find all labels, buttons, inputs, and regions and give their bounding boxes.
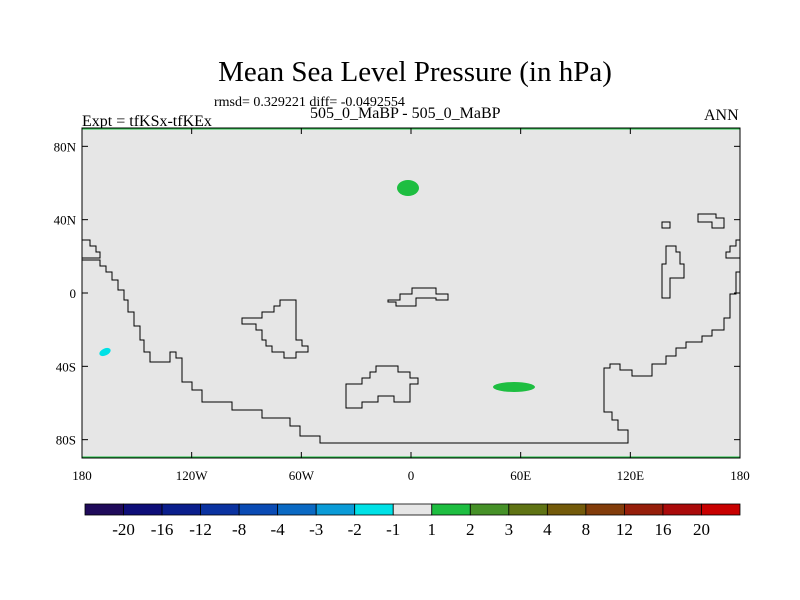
colorbar: -20 -16 -12 -8 -4 -3 -2 -1 1 2 3 4 8 12 16 20 bbox=[84, 503, 741, 539]
negative-region-1 bbox=[99, 347, 111, 357]
y-tick-label: 40N bbox=[54, 213, 77, 228]
positive-region-2 bbox=[493, 382, 535, 392]
colorbar-label: 1 bbox=[428, 520, 437, 539]
colorbar-label: 4 bbox=[543, 520, 552, 539]
case-label: 505_0_MaBP - 505_0_MaBP bbox=[310, 105, 501, 122]
colorbar-box bbox=[238, 503, 279, 516]
colorbar-label: 2 bbox=[466, 520, 475, 539]
continent-equatorial-island bbox=[387, 287, 449, 307]
x-tick-label: 180 bbox=[730, 468, 750, 483]
colorbar-label: -12 bbox=[189, 520, 212, 539]
colorbar-box bbox=[585, 503, 625, 516]
x-tick-label: 180 bbox=[72, 468, 92, 483]
colorbar-label: -20 bbox=[112, 520, 135, 539]
colorbar-label: -1 bbox=[386, 520, 400, 539]
continent-south-block bbox=[345, 365, 419, 409]
colorbar-box bbox=[546, 503, 587, 516]
continent-south-america bbox=[82, 259, 740, 444]
positive-region-1 bbox=[397, 180, 419, 196]
colorbar-label: 20 bbox=[693, 520, 710, 539]
colorbar-label: 12 bbox=[616, 520, 633, 539]
colorbar-label: -3 bbox=[309, 520, 323, 539]
y-tick-label: 0 bbox=[70, 286, 77, 301]
colorbar-box bbox=[161, 503, 201, 516]
colorbar-label: -2 bbox=[348, 520, 362, 539]
colorbar-label: -16 bbox=[151, 520, 174, 539]
x-tick-label: 120W bbox=[176, 468, 209, 483]
continent-north-east-block bbox=[697, 213, 725, 229]
x-tick-label: 60E bbox=[510, 468, 531, 483]
chart-title: Mean Sea Level Pressure (in hPa) bbox=[218, 56, 612, 88]
stats-label: rmsd= 0.329221 diff= -0.0492554 bbox=[214, 95, 405, 110]
colorbar-box bbox=[431, 503, 471, 516]
colorbar-box bbox=[392, 503, 433, 516]
y-tick-label: 40S bbox=[56, 359, 76, 374]
map-background bbox=[82, 128, 740, 458]
colorbar-label: 8 bbox=[582, 520, 591, 539]
experiment-label: Expt = tfKSx-tfKEx bbox=[82, 113, 212, 130]
x-tick-label: 60W bbox=[289, 468, 315, 483]
continent-east-edge bbox=[725, 239, 740, 259]
colorbar-box bbox=[277, 503, 317, 516]
colorbar-box bbox=[662, 503, 702, 516]
colorbar-box bbox=[469, 503, 510, 516]
colorbar-box bbox=[84, 503, 124, 516]
colorbar-label: 16 bbox=[654, 520, 671, 539]
colorbar-box bbox=[315, 503, 356, 516]
colorbar-label: 3 bbox=[505, 520, 514, 539]
colorbar-box bbox=[624, 503, 664, 516]
continent-outlines bbox=[82, 213, 740, 444]
colorbar-box bbox=[354, 503, 394, 516]
x-tick-label: 120E bbox=[617, 468, 645, 483]
y-tick-label: 80S bbox=[56, 433, 76, 448]
colorbar-box bbox=[200, 503, 240, 516]
season-label: ANN bbox=[704, 107, 739, 124]
colorbar-box bbox=[508, 503, 548, 516]
colorbar-label: -4 bbox=[271, 520, 286, 539]
continent-small-island bbox=[661, 221, 671, 229]
y-tick-label: 80N bbox=[54, 139, 77, 154]
colorbar-box bbox=[123, 503, 163, 516]
continent-central-block bbox=[241, 299, 309, 359]
x-tick-label: 0 bbox=[408, 468, 415, 483]
colorbar-box bbox=[701, 503, 741, 516]
axis-ticks: 180 120W 60W 0 60E 120E 180 80N 40N 0 40S 80S bbox=[54, 128, 750, 483]
continent-east-strip bbox=[661, 245, 685, 299]
colorbar-label: -8 bbox=[232, 520, 246, 539]
continent-west-coast bbox=[82, 239, 101, 259]
